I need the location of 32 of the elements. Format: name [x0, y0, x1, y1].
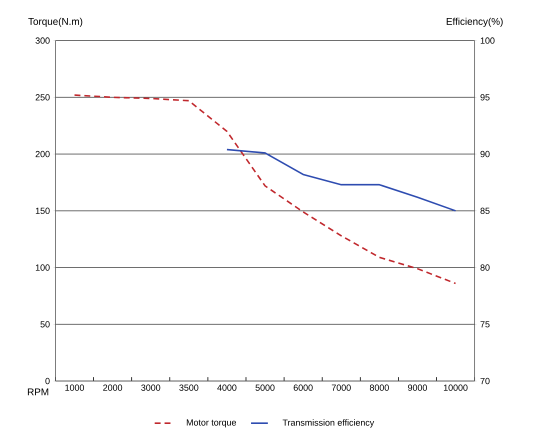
line-series — [74, 94, 456, 284]
y2-tick-label: 75 — [480, 320, 490, 328]
y-tick-label: 300 — [36, 37, 50, 44]
y2-tick-label: 95 — [480, 94, 490, 100]
x-tick-label: 6000 — [294, 384, 313, 391]
y-tick-label: 250 — [36, 94, 50, 100]
line-series — [226, 148, 456, 212]
y-tick-label: 0 — [45, 378, 50, 384]
y-tick-label: 200 — [36, 150, 50, 157]
x-tick-label: 4000 — [217, 384, 236, 391]
x-tick-label: 5000 — [256, 384, 275, 391]
x-tick-label: 7000 — [332, 384, 351, 391]
y-tick-label: 100 — [36, 264, 50, 270]
y2-tick-label: 85 — [480, 207, 490, 214]
x-tick-label: 3000 — [141, 384, 160, 391]
legend-label: Transmission efficiency — [282, 419, 374, 428]
y2-axis-title: Efficiency(%) — [446, 17, 503, 27]
legend-label: Motor torque — [186, 419, 236, 428]
y-tick-label: 150 — [36, 207, 50, 214]
x-axis-title: RPM — [28, 388, 48, 396]
y2-tick-label: 80 — [480, 264, 490, 270]
y-axis-title: Torque(N.m) — [28, 17, 82, 27]
y-tick-label: 50 — [40, 320, 50, 328]
x-tick-label: 1000 — [65, 384, 84, 391]
x-tick-label: 8000 — [370, 384, 389, 391]
x-tick-label: 3500 — [179, 384, 198, 391]
y2-tick-label: 70 — [480, 378, 490, 384]
x-tick-label: 10000 — [444, 384, 468, 391]
y2-tick-label: 90 — [480, 150, 490, 157]
x-tick-label: 9000 — [408, 384, 427, 391]
x-tick-label: 2000 — [103, 384, 122, 391]
y2-tick-label: 100 — [480, 37, 495, 44]
